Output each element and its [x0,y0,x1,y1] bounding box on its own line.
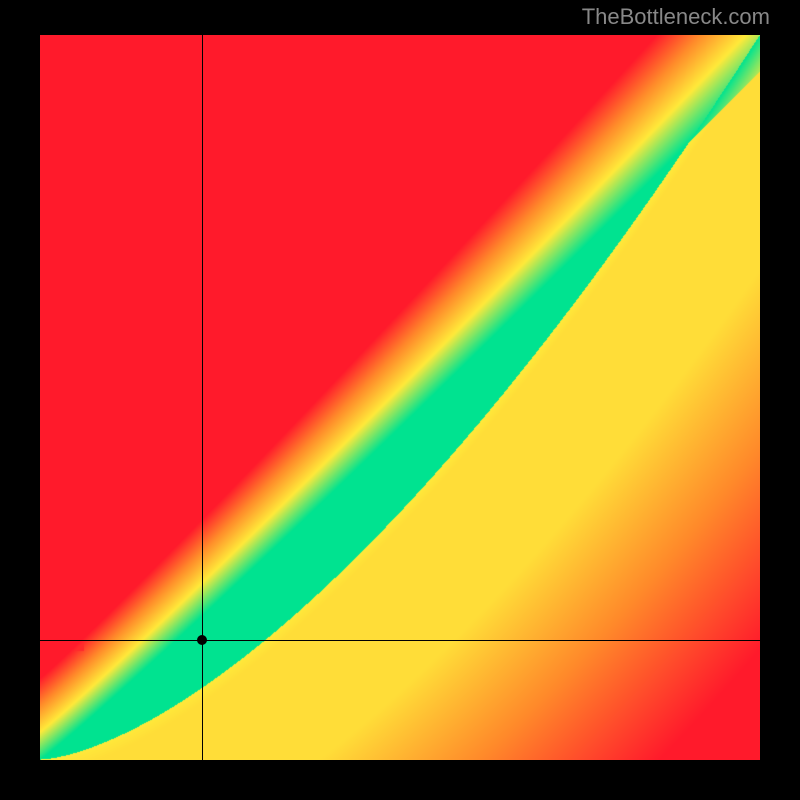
heatmap-canvas [40,35,760,760]
plot-area [40,35,760,760]
chart-container: TheBottleneck.com [0,0,800,800]
watermark-text: TheBottleneck.com [582,4,770,30]
